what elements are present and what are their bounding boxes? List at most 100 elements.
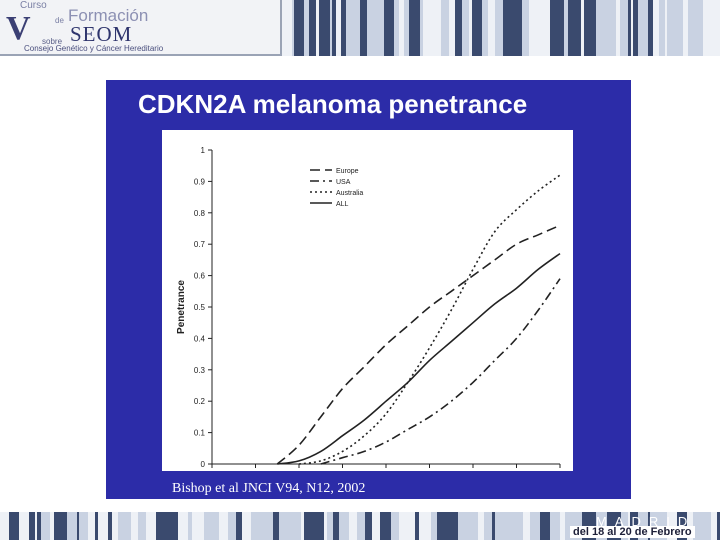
- top-banner: Curso V de Formación SEOM sobre Consejo …: [0, 0, 720, 56]
- decorative-stripe: [419, 512, 429, 540]
- slide-frame: CDKN2A melanoma penetrance 0 0.1 0.2 0.3 0.4…: [106, 80, 631, 499]
- decorative-stripe: [631, 0, 633, 56]
- decorative-stripe: [35, 512, 37, 540]
- decorative-stripe: [415, 512, 419, 540]
- decorative-stripe: [163, 512, 170, 540]
- decorative-stripe: [423, 0, 432, 56]
- decorative-stripe: [505, 512, 514, 540]
- decorative-stripe: [449, 512, 458, 540]
- logo-consejo-text: Consejo Genético y Cáncer Hereditario: [24, 44, 164, 53]
- decorative-stripe: [482, 0, 488, 56]
- decorative-stripe: [304, 0, 309, 56]
- decorative-stripe: [638, 0, 648, 56]
- footer-dates: del 18 al 20 de Febrero: [570, 526, 695, 538]
- decorative-stripe: [648, 0, 653, 56]
- decorative-stripe: [596, 0, 601, 56]
- decorative-stripe: [200, 512, 204, 540]
- y-tick-label: 0.4: [194, 334, 206, 343]
- logo-formacion-text: Formación: [68, 6, 149, 25]
- course-logo: Curso V de Formación SEOM sobre Consejo …: [0, 0, 282, 56]
- decorative-stripe: [118, 512, 127, 540]
- decorative-stripe: [357, 512, 365, 540]
- decorative-stripe: [386, 512, 391, 540]
- y-tick-label: 0.9: [194, 177, 206, 186]
- decorative-stripe: [242, 512, 251, 540]
- decorative-stripe: [9, 512, 19, 540]
- decorative-stripe: [584, 0, 591, 56]
- decorative-stripe: [146, 512, 151, 540]
- decorative-stripe: [88, 512, 93, 540]
- decorative-stripe: [472, 0, 482, 56]
- decorative-stripe: [471, 512, 478, 540]
- decorative-stripe: [409, 0, 412, 56]
- decorative-stripe: [559, 0, 564, 56]
- decorative-stripe: [204, 512, 210, 540]
- decorative-stripe: [282, 0, 292, 56]
- decorative-stripe: [98, 512, 108, 540]
- y-tick-label: 0.7: [194, 240, 206, 249]
- decorative-stripe: [399, 0, 404, 56]
- decorative-stripe: [522, 0, 529, 56]
- decorative-stripe: [469, 0, 472, 56]
- decorative-stripe: [324, 512, 327, 540]
- decorative-stripe: [324, 0, 330, 56]
- decorative-stripe: [703, 0, 711, 56]
- decorative-stripe: [441, 0, 449, 56]
- decorative-stripes-top: [282, 0, 720, 56]
- decorative-stripe: [360, 0, 362, 56]
- decorative-stripe: [581, 0, 584, 56]
- decorative-stripe: [699, 512, 705, 540]
- logo-de-text: de: [55, 16, 64, 25]
- decorative-stripe: [108, 512, 112, 540]
- penetrance-chart: 00.10.20.30.40.50.60.70.80.9101020304050…: [176, 146, 565, 495]
- decorative-stripe: [503, 0, 512, 56]
- decorative-stripe: [492, 512, 495, 540]
- decorative-stripe: [467, 512, 471, 540]
- decorative-stripe: [255, 512, 264, 540]
- decorative-stripe: [550, 512, 560, 540]
- decorative-stripe: [138, 512, 146, 540]
- decorative-stripe: [501, 0, 503, 56]
- decorative-stripe: [601, 0, 611, 56]
- decorative-stripe: [294, 0, 304, 56]
- legend-label-europe: Europe: [336, 168, 359, 175]
- decorative-stripe: [431, 512, 437, 540]
- decorative-stripe: [683, 0, 688, 56]
- decorative-stripe: [309, 0, 316, 56]
- decorative-stripe: [530, 512, 540, 540]
- decorative-stripe: [228, 512, 236, 540]
- series-line-australia: [298, 174, 561, 465]
- decorative-stripe: [488, 0, 490, 56]
- decorative-stripe: [341, 0, 346, 56]
- decorative-stripe: [131, 512, 138, 540]
- decorative-stripe: [544, 0, 550, 56]
- y-tick-label: 0.2: [194, 397, 206, 406]
- decorative-stripe: [95, 512, 98, 540]
- decorative-stripe: [264, 512, 273, 540]
- decorative-stripe: [459, 0, 462, 56]
- decorative-stripe: [236, 512, 242, 540]
- decorative-stripe: [170, 512, 178, 540]
- decorative-stripe: [293, 512, 301, 540]
- decorative-stripe: [446, 512, 449, 540]
- decorative-stripe: [79, 512, 88, 540]
- decorative-stripe: [273, 512, 279, 540]
- decorative-stripe: [362, 0, 367, 56]
- decorative-stripe: [64, 512, 67, 540]
- decorative-stripe: [380, 512, 386, 540]
- decorative-stripe: [394, 0, 399, 56]
- decorative-stripe: [633, 0, 635, 56]
- decorative-stripe: [192, 512, 200, 540]
- decorative-stripe: [333, 512, 339, 540]
- decorative-stripe: [349, 512, 357, 540]
- decorative-stripe: [665, 0, 667, 56]
- decorative-stripe: [283, 512, 293, 540]
- decorative-stripe: [210, 512, 219, 540]
- decorative-stripe: [495, 0, 501, 56]
- decorative-stripe: [50, 512, 54, 540]
- decorative-stripe: [693, 512, 699, 540]
- decorative-stripe: [399, 512, 409, 540]
- decorative-stripe: [67, 512, 77, 540]
- decorative-stripe: [591, 0, 596, 56]
- footer-city: MADRID: [596, 514, 696, 529]
